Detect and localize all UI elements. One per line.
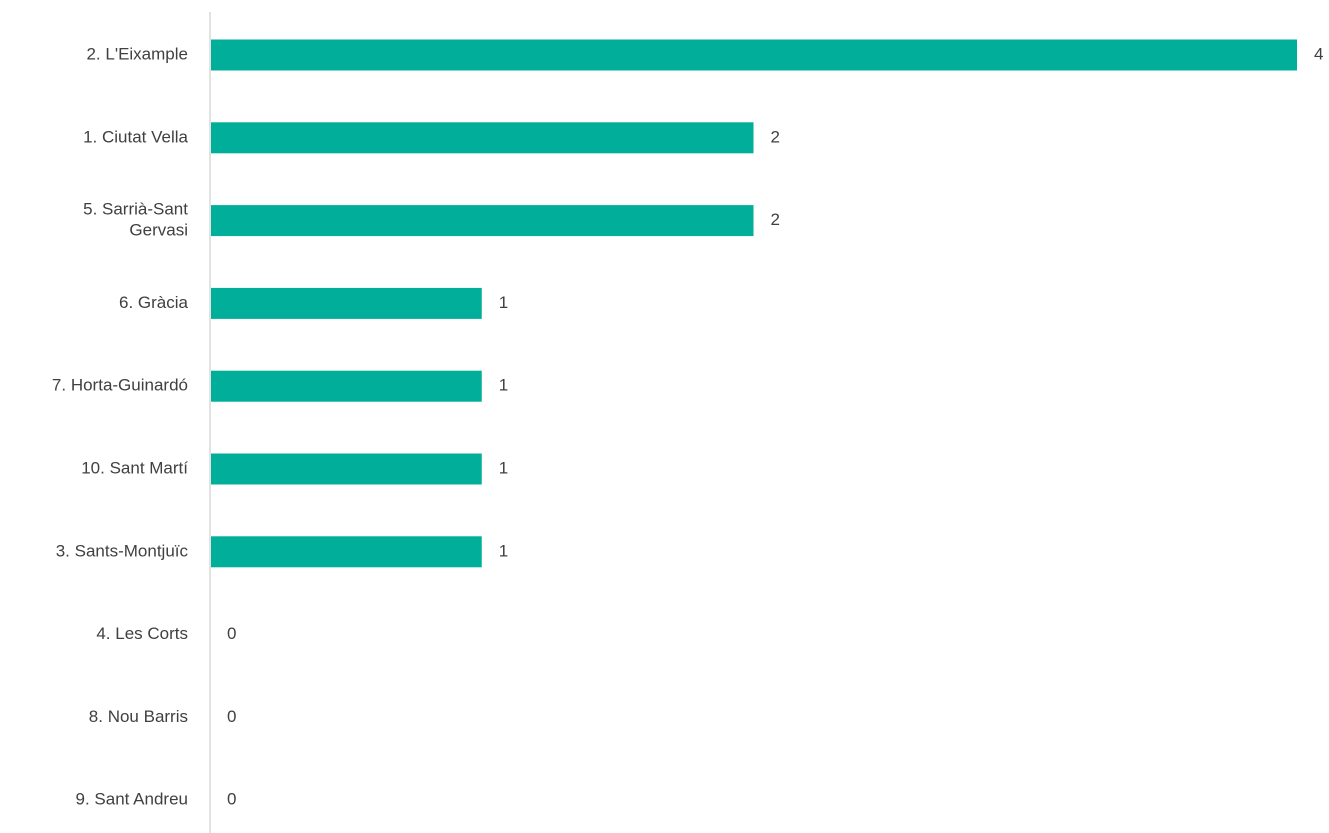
category-label: 10. Sant Martí (81, 458, 188, 477)
category-label: 7. Horta-Guinardó (52, 376, 188, 395)
data-label: 1 (499, 293, 508, 312)
data-label: 0 (227, 624, 236, 643)
data-label: 2 (771, 127, 780, 146)
data-label: 1 (499, 376, 508, 395)
category-label: 6. Gràcia (119, 293, 189, 312)
category-label: 8. Nou Barris (89, 707, 188, 726)
bar (211, 205, 754, 237)
category-label: 1. Ciutat Vella (83, 127, 188, 146)
data-label: 0 (227, 790, 236, 809)
bar (211, 453, 482, 485)
bar (211, 536, 482, 568)
category-label: 4. Les Corts (96, 624, 188, 643)
bars-layer (211, 39, 1297, 568)
bar (211, 370, 482, 402)
data-label: 2 (771, 210, 780, 229)
category-label: 9. Sant Andreu (76, 790, 188, 809)
category-labels-layer: 2. L'Eixample 1. Ciutat Vella 5. Sarrià-Sa… (52, 44, 189, 808)
data-label: 1 (499, 541, 508, 560)
bar (211, 39, 1297, 71)
data-label: 4 (1314, 44, 1323, 63)
bar (211, 122, 754, 154)
category-label: 3. Sants-Montjuïc (56, 541, 189, 560)
value-labels-layer: 4 2 2 1 1 1 1 0 0 0 (227, 44, 1323, 808)
category-label: 2. L'Eixample (86, 44, 188, 63)
data-label: 1 (499, 458, 508, 477)
category-label: 5. Sarrià-Sant Gervasi (83, 200, 188, 240)
bar (211, 287, 482, 319)
data-label: 0 (227, 707, 236, 726)
